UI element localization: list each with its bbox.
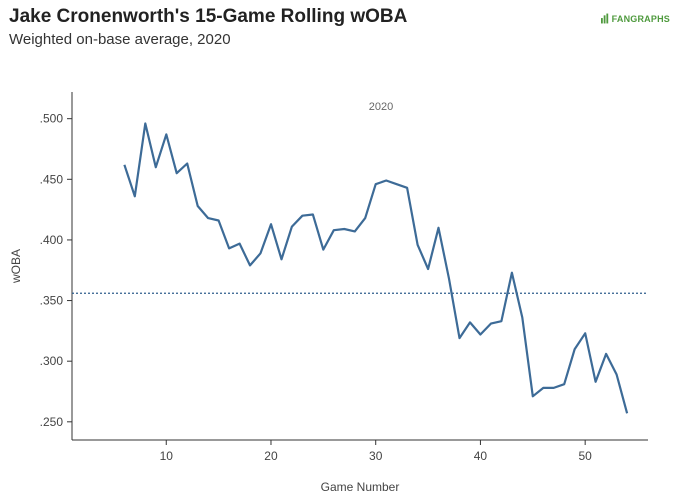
x-tick-label: 30 <box>369 449 383 463</box>
y-tick-label: .300 <box>40 354 64 368</box>
logo-text-graphs: GRAPHS <box>630 13 670 24</box>
fangraphs-logo: FANGRAPHS <box>600 13 670 24</box>
x-tick-label: 10 <box>160 449 174 463</box>
season-annotation: 2020 <box>369 101 393 113</box>
fangraphs-logo-icon <box>600 13 608 24</box>
logo-text-fan: FAN <box>611 13 631 24</box>
x-axis-ticks: 10 20 30 40 50 <box>160 440 592 463</box>
x-tick-label: 50 <box>578 449 592 463</box>
x-axis-label: Game Number <box>321 480 400 494</box>
chart-title: Jake Cronenworth's 15-Game Rolling wOBA <box>9 6 408 27</box>
y-tick-label: .250 <box>40 415 64 429</box>
y-tick-label: .450 <box>40 172 64 186</box>
y-tick-label: .500 <box>40 112 64 126</box>
y-axis-label: wOBA <box>9 249 23 284</box>
chart-subtitle: Weighted on-base average, 2020 <box>9 31 231 48</box>
y-axis-ticks: .250 .300 .350 .400 .450 .500 <box>40 112 72 429</box>
y-tick-label: .350 <box>40 294 64 308</box>
woba-series-line <box>123 122 629 414</box>
y-tick-label: .400 <box>40 233 64 247</box>
x-tick-label: 20 <box>264 449 278 463</box>
x-tick-label: 40 <box>474 449 488 463</box>
